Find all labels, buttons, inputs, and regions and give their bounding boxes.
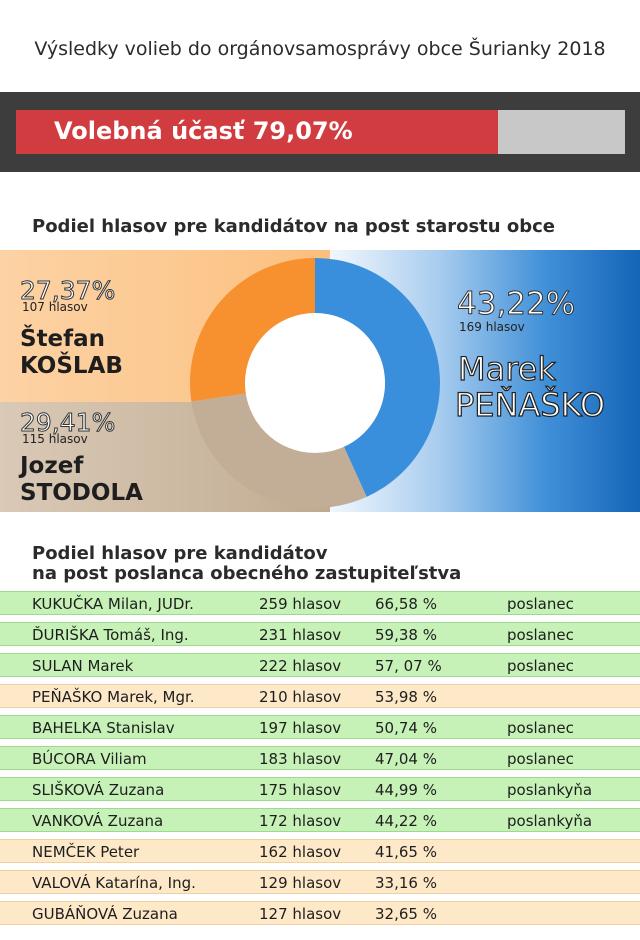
candidate-name: ĎURIŠKA Tomáš, Ing.: [32, 626, 189, 644]
candidate-votes: 231 hlasov: [259, 626, 342, 644]
table-row: SLIŠKOVÁ Zuzana 175 hlasov 44,99 % poslanky…: [0, 777, 640, 801]
turnout-bar-track: Volebná účasť 79,07%: [16, 110, 625, 154]
candidate-name: VALOVÁ Katarína, Ing.: [32, 874, 196, 892]
turnout-bar-fill: [16, 110, 498, 154]
candidate-percent: 59,38 %: [375, 626, 437, 644]
page-title: Výsledky volieb do orgánovsamosprávy obc…: [34, 38, 606, 60]
candidate-percent: 33,16 %: [375, 874, 437, 892]
candidate-name: SULAN Marek: [32, 657, 134, 675]
penasko-surname: PEŇAŠKO: [454, 386, 606, 424]
candidate-votes: 222 hlasov: [259, 657, 342, 675]
candidate-name: PEŇAŠKO Marek, Mgr.: [32, 688, 195, 706]
table-row: SULAN Marek 222 hlasov 57, 07 % poslanec: [0, 653, 640, 677]
candidate-percent: 66,58 %: [375, 595, 437, 613]
candidate-votes: 129 hlasov: [259, 874, 342, 892]
candidate-role: poslankyňa: [507, 812, 593, 830]
candidate-role: poslanec: [507, 750, 574, 768]
council-section-title-line1: Podiel hlasov pre kandidátov: [32, 543, 328, 564]
candidate-votes: 162 hlasov: [259, 843, 342, 861]
candidate-percent: 44,99 %: [375, 781, 437, 799]
candidate-percent: 50,74 %: [375, 719, 437, 737]
penasko-percent: 43,22%: [456, 286, 576, 323]
penasko-first-name: Marek: [457, 350, 556, 388]
candidate-percent: 32,65 %: [375, 905, 437, 923]
table-row: BÚCORA Viliam 183 hlasov 47,04 % poslanec: [0, 746, 640, 770]
turnout-banner: Volebná účasť 79,07%: [0, 92, 640, 172]
candidate-name: VANKOVÁ Zuzana: [32, 812, 164, 830]
candidate-votes: 183 hlasov: [259, 750, 342, 768]
candidate-percent: 53,98 %: [375, 688, 437, 706]
candidate-percent: 57, 07 %: [375, 657, 442, 675]
donut-slice-stodola: [191, 393, 367, 508]
candidate-percent: 41,65 %: [375, 843, 437, 861]
koslab-first-name: Štefan: [20, 326, 106, 352]
candidate-name: SLIŠKOVÁ Zuzana: [32, 781, 165, 799]
candidate-percent: 44,22 %: [375, 812, 437, 830]
stodola-percent: 29,41%: [19, 408, 116, 438]
candidate-name: BAHELKA Stanislav: [32, 719, 175, 737]
candidate-name: NEMČEK Peter: [32, 843, 140, 861]
stodola-first-name: Jozef: [20, 453, 84, 479]
candidate-votes: 259 hlasov: [259, 595, 342, 613]
donut-hole: [245, 313, 385, 453]
koslab-percent: 27,37%: [19, 276, 116, 306]
candidate-role: poslanec: [507, 595, 574, 613]
candidate-role: poslanec: [507, 626, 574, 644]
table-row: KUKUČKA Milan, JUDr. 259 hlasov 66,58 % pos…: [0, 591, 640, 615]
candidate-role: poslanec: [507, 657, 574, 675]
candidate-percent: 47,04 %: [375, 750, 437, 768]
table-row: VANKOVÁ Zuzana 172 hlasov 44,22 % poslankyň…: [0, 808, 640, 832]
candidate-votes: 175 hlasov: [259, 781, 342, 799]
donut-slice-penasko: [315, 258, 440, 497]
table-row: ĎURIŠKA Tomáš, Ing. 231 hlasov 59,38 % posl…: [0, 622, 640, 646]
table-row: VALOVÁ Katarína, Ing. 129 hlasov 33,16 %: [0, 870, 640, 894]
koslab-surname: KOŠLAB: [20, 353, 123, 379]
turnout-label: Volebná účasť 79,07%: [54, 117, 353, 145]
stodola-surname: STODOLA: [20, 480, 143, 506]
penasko-votes: 169 hlasov: [459, 320, 525, 334]
council-section-title-line2: na post poslanca obecného zastupiteľstva: [32, 563, 462, 584]
candidate-votes: 210 hlasov: [259, 688, 342, 706]
mayor-section-title: Podiel hlasov pre kandidátov na post sta…: [32, 216, 555, 237]
candidate-votes: 172 hlasov: [259, 812, 342, 830]
candidate-votes: 197 hlasov: [259, 719, 342, 737]
table-row: BAHELKA Stanislav 197 hlasov 50,74 % poslan…: [0, 715, 640, 739]
donut-slice-koslab: [190, 258, 315, 402]
candidate-role: poslanec: [507, 719, 574, 737]
table-row: PEŇAŠKO Marek, Mgr. 210 hlasov 53,98 %: [0, 684, 640, 708]
koslab-votes: 107 hlasov: [22, 300, 88, 314]
candidate-votes: 127 hlasov: [259, 905, 342, 923]
mayor-donut-chart: [190, 258, 440, 508]
candidate-name: GUBÁŇOVÁ Zuzana: [32, 905, 178, 923]
candidate-name: BÚCORA Viliam: [32, 750, 147, 768]
table-row: NEMČEK Peter 162 hlasov 41,65 %: [0, 839, 640, 863]
table-row: GUBÁŇOVÁ Zuzana 127 hlasov 32,65 %: [0, 901, 640, 925]
candidate-name: KUKUČKA Milan, JUDr.: [32, 595, 194, 613]
stodola-votes: 115 hlasov: [22, 432, 88, 446]
candidate-role: poslankyňa: [507, 781, 593, 799]
